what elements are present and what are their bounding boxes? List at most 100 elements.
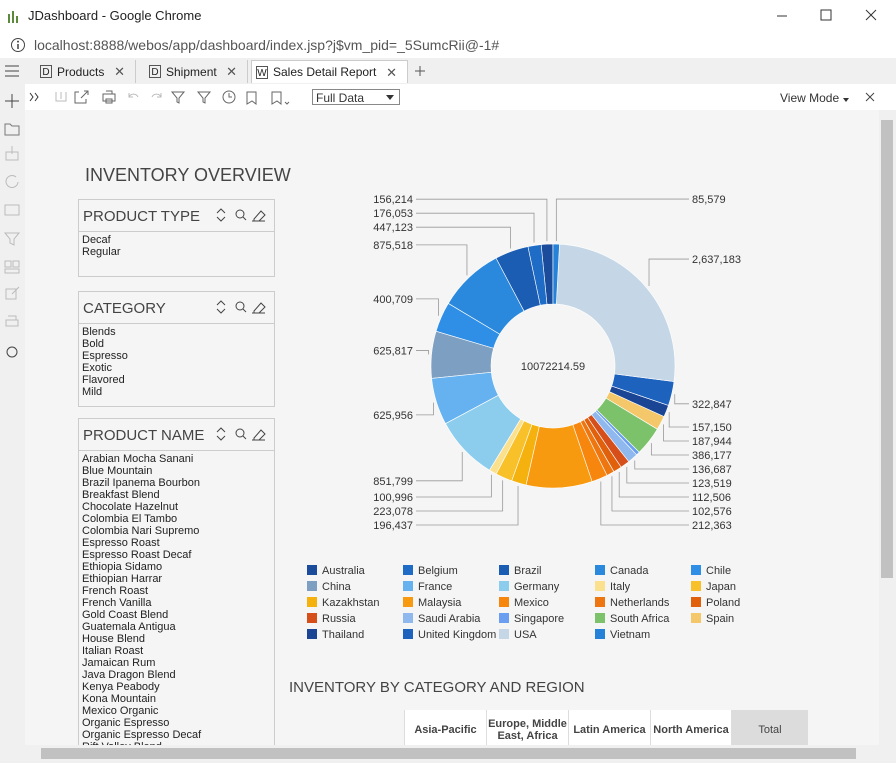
data-label: 875,518 bbox=[373, 240, 413, 252]
legend-swatch bbox=[499, 613, 509, 623]
legend-label: Vietnam bbox=[610, 629, 650, 641]
legend-label: Japan bbox=[706, 581, 736, 593]
legend-swatch bbox=[307, 613, 317, 623]
url[interactable]: localhost:8888/webos/app/dashboard/index… bbox=[34, 37, 499, 53]
legend-label: Saudi Arabia bbox=[418, 613, 481, 625]
data-label: 156,214 bbox=[373, 194, 413, 206]
view-mode[interactable]: View Mode bbox=[780, 91, 849, 105]
tab-close[interactable]: ✕ bbox=[226, 64, 237, 80]
data-label: 212,363 bbox=[692, 520, 732, 532]
tab-close[interactable]: ✕ bbox=[386, 65, 397, 81]
legend-swatch bbox=[307, 565, 317, 575]
legend-swatch bbox=[499, 581, 509, 591]
legend-swatch bbox=[691, 597, 701, 607]
leader-line bbox=[416, 299, 439, 316]
table-header: Asia-Pacific bbox=[404, 710, 486, 745]
scroll-thumb[interactable] bbox=[41, 748, 856, 759]
close-toolbar[interactable] bbox=[865, 92, 875, 102]
data-label: 400,709 bbox=[373, 294, 413, 306]
legend-label: United Kingdom bbox=[418, 629, 496, 641]
legend-label: Russia bbox=[322, 613, 357, 625]
table-header: Total bbox=[731, 710, 808, 745]
legend-label: Brazil bbox=[514, 565, 542, 577]
chart-body: 156,214 176,053 447,123 875,518 400,709 625,8… bbox=[307, 194, 741, 641]
legend-swatch bbox=[691, 613, 701, 623]
dashboard-canvas: INVENTORY OVERVIEW PRODUCT TYPE DecafReg… bbox=[25, 110, 879, 745]
data-mode[interactable]: Full Data bbox=[316, 91, 364, 105]
tab[interactable]: DShipment✕ bbox=[145, 60, 248, 83]
scroll-thumb[interactable] bbox=[881, 120, 893, 578]
tab-label[interactable]: Shipment bbox=[166, 65, 217, 79]
legend-swatch bbox=[403, 565, 413, 575]
sidebar-icons[interactable] bbox=[0, 84, 25, 364]
donut-chart: 156,214 176,053 447,123 875,518 400,709 625,8… bbox=[25, 110, 879, 745]
toolbar-icons[interactable] bbox=[25, 84, 310, 110]
tab[interactable]: D Products ✕ bbox=[36, 60, 136, 83]
legend-label: Germany bbox=[514, 581, 560, 593]
tab-bar: DProducts✕ DShipment✕ WSales Detail Repo… bbox=[0, 58, 896, 85]
legend-swatch bbox=[595, 581, 605, 591]
menu-icon[interactable] bbox=[5, 64, 20, 78]
table-header: North America bbox=[650, 710, 731, 745]
legend-swatch bbox=[595, 613, 605, 623]
title-bar: JDashboard - Google Chrome bbox=[0, 0, 896, 32]
data-label: 447,123 bbox=[373, 222, 413, 234]
leader-line bbox=[556, 199, 689, 241]
legend-label: USA bbox=[514, 629, 537, 641]
address-bar[interactable]: localhost:8888/webos/app/dashboard/index… bbox=[0, 32, 896, 59]
legend-swatch bbox=[403, 581, 413, 591]
sidebar bbox=[0, 84, 26, 763]
window-title: JDashboard - Google Chrome bbox=[28, 8, 201, 23]
legend-swatch bbox=[403, 597, 413, 607]
legend-label: South Africa bbox=[610, 613, 670, 625]
table-header: Latin America bbox=[568, 710, 650, 745]
legend-swatch bbox=[595, 629, 605, 639]
legend-swatch bbox=[403, 629, 413, 639]
table-title: INVENTORY BY CATEGORY AND REGION bbox=[289, 679, 585, 696]
vertical-scrollbar[interactable] bbox=[879, 110, 896, 745]
leader-line bbox=[669, 412, 689, 427]
info-icon[interactable] bbox=[10, 37, 26, 53]
leader-line bbox=[635, 461, 689, 469]
dropdown-arrow bbox=[843, 98, 849, 102]
leader-line bbox=[651, 443, 689, 455]
data-label: 112,506 bbox=[692, 492, 731, 504]
legend-swatch bbox=[691, 581, 701, 591]
tab-label[interactable]: Products bbox=[57, 65, 104, 79]
leader-line bbox=[601, 481, 689, 525]
leader-line bbox=[416, 452, 462, 481]
tab-icon: D bbox=[40, 65, 52, 78]
data-label: 386,177 bbox=[692, 450, 732, 462]
leader-line bbox=[619, 472, 689, 497]
data-label: 196,437 bbox=[373, 520, 413, 532]
legend-swatch bbox=[595, 565, 605, 575]
data-label: 136,687 bbox=[692, 464, 732, 476]
leader-line bbox=[416, 403, 433, 415]
data-label: 123,519 bbox=[692, 478, 732, 490]
view-mode-label[interactable]: View Mode bbox=[780, 91, 839, 105]
leader-line bbox=[675, 394, 689, 404]
tab-close[interactable]: ✕ bbox=[114, 64, 125, 80]
leader-line bbox=[416, 213, 534, 242]
new-tab[interactable] bbox=[413, 64, 427, 78]
legend-label: Mexico bbox=[514, 597, 549, 609]
leader-line bbox=[612, 476, 689, 511]
legend-label: Netherlands bbox=[610, 597, 670, 609]
app-icon bbox=[7, 8, 21, 24]
legend-swatch bbox=[691, 565, 701, 575]
legend-swatch bbox=[499, 597, 509, 607]
window-controls[interactable] bbox=[760, 0, 896, 32]
legend-swatch bbox=[307, 597, 317, 607]
tab[interactable]: WSales Detail Report✕ bbox=[251, 60, 408, 83]
horizontal-scrollbar[interactable] bbox=[25, 745, 896, 763]
data-label: 625,956 bbox=[373, 410, 413, 422]
data-mode-select[interactable]: Full Data bbox=[312, 89, 400, 105]
legend-label: Spain bbox=[706, 613, 734, 625]
data-label: 100,996 bbox=[373, 492, 413, 504]
legend-label: Canada bbox=[610, 565, 649, 577]
legend-swatch bbox=[307, 629, 317, 639]
data-label: 625,817 bbox=[373, 345, 413, 357]
leader-line bbox=[416, 475, 491, 497]
tab-label[interactable]: Sales Detail Report bbox=[273, 65, 376, 79]
data-label: 176,053 bbox=[373, 208, 413, 220]
